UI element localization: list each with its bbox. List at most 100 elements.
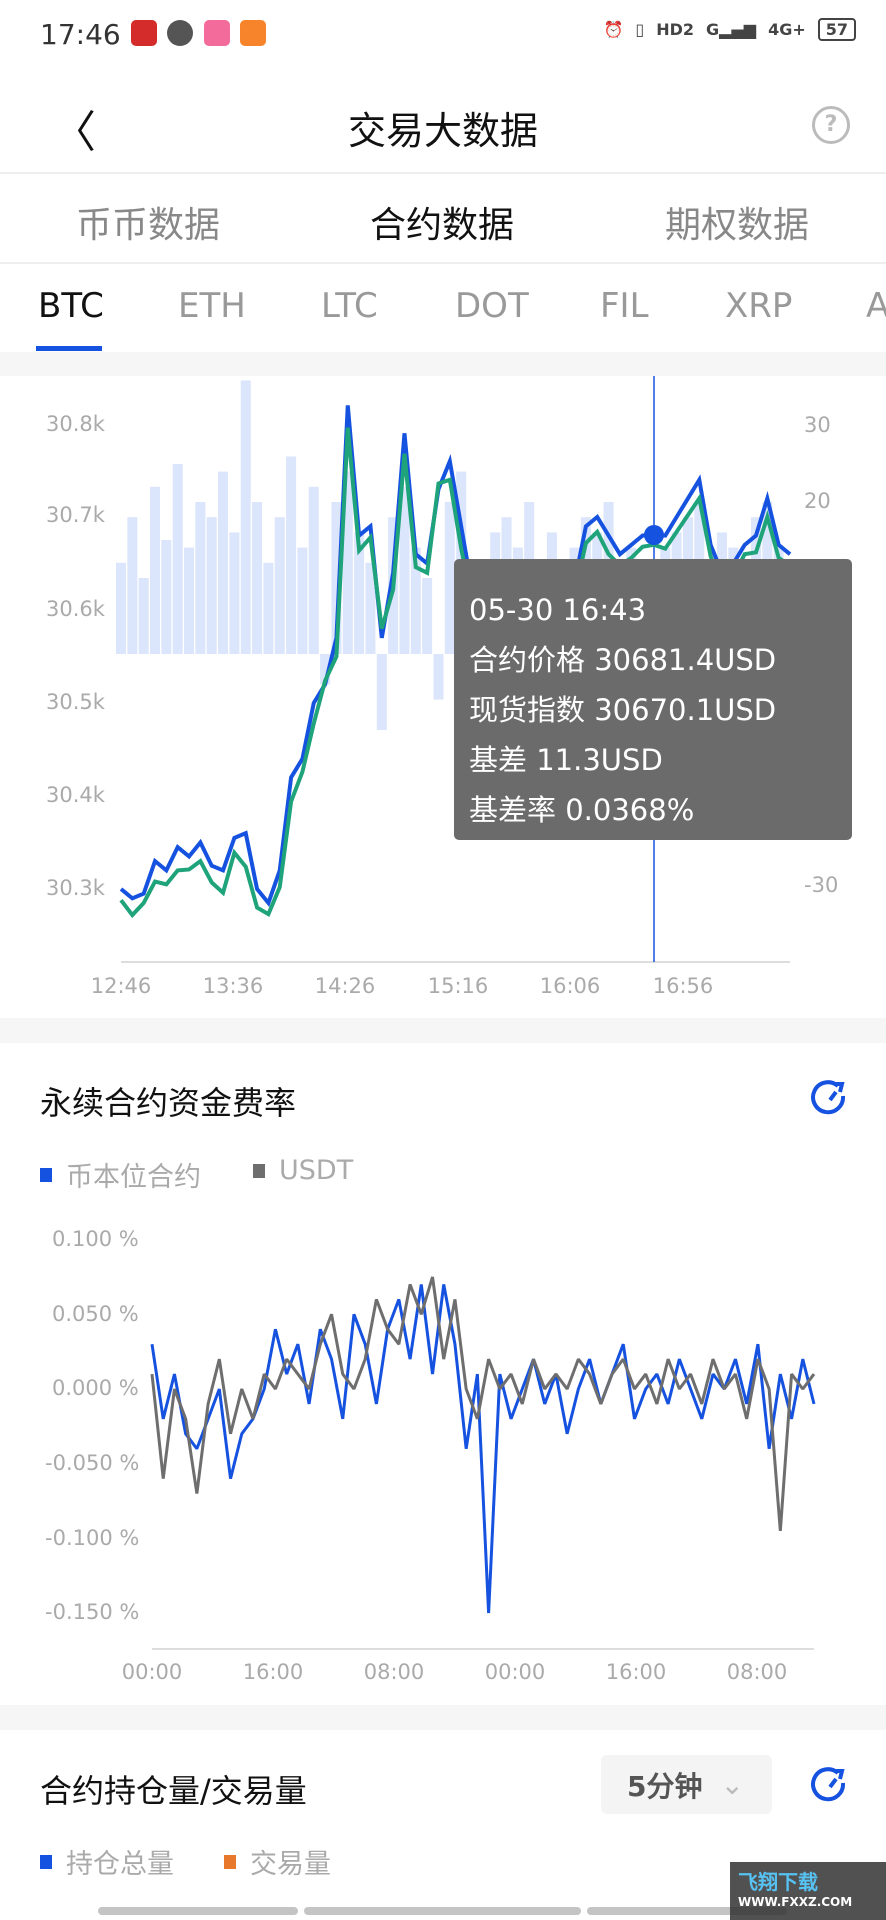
legend-swatch [40, 1167, 52, 1182]
tooltip-basis-rate: 基差率 0.0368% [469, 793, 695, 827]
battery-icon: 57 [817, 18, 856, 41]
usdt-funding-line [150, 1276, 816, 1532]
basis-bar [138, 578, 149, 654]
section-gap [0, 352, 886, 376]
basis-bar [229, 532, 240, 654]
coin-tab-btc[interactable]: BTC [38, 286, 104, 326]
x-tick: 08:00 [726, 1660, 788, 1684]
bilibili-icon [204, 20, 230, 46]
basis-bar [365, 562, 376, 654]
hd-icon: HD2 [656, 20, 695, 39]
funding-rate-title: 永续合约资金费率 [40, 1084, 297, 1122]
basis-bar [218, 471, 229, 654]
tab-options-data[interactable]: 期权数据 [665, 205, 810, 246]
basis-bar [195, 502, 206, 654]
basis-bar [376, 654, 387, 730]
legend-coin-margined[interactable]: 币本位合约 [40, 1155, 201, 1194]
divider [0, 172, 886, 174]
basis-bar [308, 486, 319, 654]
scrollbar-segment[interactable] [587, 1907, 787, 1915]
y-right-tick: 20 [804, 489, 831, 513]
signal-icon: G▂▄▆ [706, 20, 757, 39]
x-tick: 14:26 [314, 974, 376, 998]
legend-usdt[interactable]: USDT [253, 1155, 353, 1186]
x-tick: 16:06 [539, 974, 601, 998]
y-tick: 30.7k [46, 503, 105, 527]
basis-bar [263, 562, 274, 654]
basis-bar [252, 502, 263, 654]
legend-label: 币本位合约 [66, 1162, 201, 1193]
tab-spot-data[interactable]: 币币数据 [76, 205, 221, 246]
legend-label: 持仓总量 [66, 1849, 174, 1880]
page-title: 交易大数据 [347, 109, 538, 153]
basis-bar [184, 547, 195, 654]
legend-volume[interactable]: 交易量 [224, 1842, 331, 1881]
y-right-tick: 30 [804, 413, 831, 437]
x-tick: 12:46 [90, 974, 152, 998]
legend-open-interest[interactable]: 持仓总量 [40, 1842, 174, 1881]
basis-bar [354, 532, 365, 654]
wechat-icon [167, 20, 193, 46]
section-gap [0, 1705, 886, 1730]
tooltip-basis: 基差 11.3USD [469, 743, 663, 777]
interval-dropdown[interactable]: 5分钟 ⌄ [601, 1755, 772, 1814]
basis-bar [399, 486, 410, 654]
divider [0, 262, 886, 264]
y-tick: 30.3k [46, 876, 105, 900]
y-tick: 30.4k [46, 783, 105, 807]
basis-bar [331, 502, 342, 654]
coin-tab-xrp[interactable]: XRP [725, 286, 793, 326]
basis-bar [388, 517, 399, 654]
basis-bar [116, 562, 126, 654]
coin-tab-more[interactable]: A [866, 286, 886, 326]
tooltip-spot-index: 现货指数 30670.1USD [469, 693, 777, 727]
watermark-text: 飞翔下载 [738, 1870, 818, 1894]
watermark-logo: 飞翔下载 WWW.FXXZ.COM [730, 1862, 886, 1920]
y-tick: -0.100 % [45, 1526, 140, 1550]
legend-swatch [253, 1163, 265, 1178]
legend-label: USDT [279, 1155, 354, 1186]
y-tick: 30.6k [46, 597, 105, 621]
basis-bar [240, 380, 251, 654]
x-tick: 16:56 [652, 974, 714, 998]
basis-bar [410, 547, 421, 654]
coin-tab-dot[interactable]: DOT [455, 286, 529, 326]
basis-bar [274, 517, 285, 654]
coin-margined-funding-line [150, 1284, 816, 1614]
refresh-icon[interactable] [810, 1765, 850, 1805]
network-icon: 4G+ [768, 20, 806, 39]
coin-tab-eth[interactable]: ETH [178, 286, 246, 326]
y-tick: 0.100 % [52, 1227, 139, 1251]
basis-bar [161, 540, 172, 654]
x-tick: 00:00 [484, 1660, 546, 1684]
y-tick: -0.050 % [45, 1451, 140, 1475]
chevron-left-icon[interactable]: 〈 [52, 107, 96, 158]
section-gap [0, 1018, 886, 1043]
basis-bar [422, 578, 433, 654]
active-tab-indicator [36, 346, 102, 351]
scrollbar-segment[interactable] [304, 1907, 581, 1915]
status-time: 17:46 [40, 18, 121, 51]
open-interest-title: 合约持仓量/交易量 [40, 1772, 307, 1810]
x-tick: 16:00 [242, 1660, 304, 1684]
y-tick: 0.000 % [52, 1376, 139, 1400]
scrollbar-segment[interactable] [98, 1907, 298, 1915]
refresh-icon[interactable] [810, 1078, 850, 1118]
basis-bar [433, 654, 444, 700]
netease-music-icon [131, 20, 157, 46]
coin-tab-fil[interactable]: FIL [600, 286, 649, 326]
taobao-icon [240, 20, 266, 46]
y-tick: 0.050 % [52, 1302, 139, 1326]
legend-swatch [224, 1854, 236, 1869]
status-icons: ⏰ ▯ HD2 G▂▄▆ 4G+ 57 [603, 18, 856, 41]
question-circle-icon[interactable]: ? [812, 106, 850, 144]
hover-point [644, 525, 664, 545]
basis-bar [127, 517, 138, 654]
basis-bar [297, 547, 308, 654]
basis-bar [286, 456, 297, 654]
interval-value: 5分钟 [627, 1769, 703, 1803]
tab-contract-data[interactable]: 合约数据 [370, 205, 515, 246]
coin-tab-ltc[interactable]: LTC [321, 286, 378, 326]
basis-bar [172, 464, 183, 654]
vibrate-icon: ▯ [635, 20, 645, 39]
